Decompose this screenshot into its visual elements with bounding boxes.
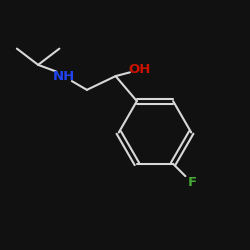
- Text: F: F: [187, 176, 196, 189]
- Text: NH: NH: [53, 70, 76, 82]
- Text: OH: OH: [128, 63, 150, 76]
